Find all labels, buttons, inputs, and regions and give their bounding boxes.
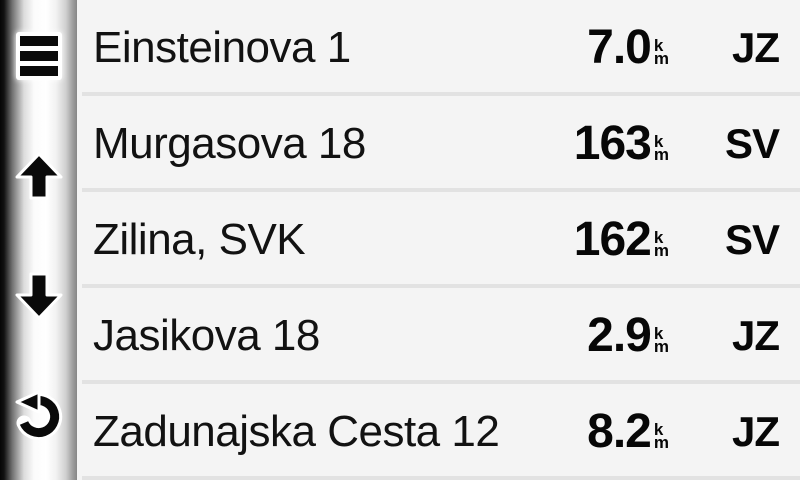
menu-button[interactable]: [0, 32, 77, 80]
destination-name: Zilina, SVK: [93, 215, 306, 264]
compass-direction: SV: [724, 120, 780, 167]
scroll-down-button[interactable]: [0, 272, 77, 320]
compass-direction: JZ: [731, 312, 780, 359]
destination-name: Murgasova 18: [93, 119, 366, 168]
row-divider: [82, 380, 800, 384]
destination-name: Einsteinova 1: [93, 23, 351, 72]
arrow-up-icon: [15, 152, 62, 200]
back-undo-icon: [15, 390, 62, 440]
row-divider: [82, 284, 800, 288]
scroll-up-button[interactable]: [0, 152, 77, 200]
row-divider: [82, 476, 800, 480]
destination-name: Jasikova 18: [93, 311, 320, 360]
compass-direction: JZ: [731, 24, 780, 71]
compass-direction: SV: [724, 216, 780, 263]
sidebar-rail: [0, 0, 77, 480]
destination-name: Zadunajska Cesta 12: [93, 407, 500, 456]
row-divider: [82, 188, 800, 192]
back-button[interactable]: [0, 390, 77, 440]
compass-direction: JZ: [731, 408, 780, 455]
arrow-down-icon: [15, 272, 62, 320]
row-divider: [82, 92, 800, 96]
hamburger-menu-icon: [15, 32, 62, 80]
